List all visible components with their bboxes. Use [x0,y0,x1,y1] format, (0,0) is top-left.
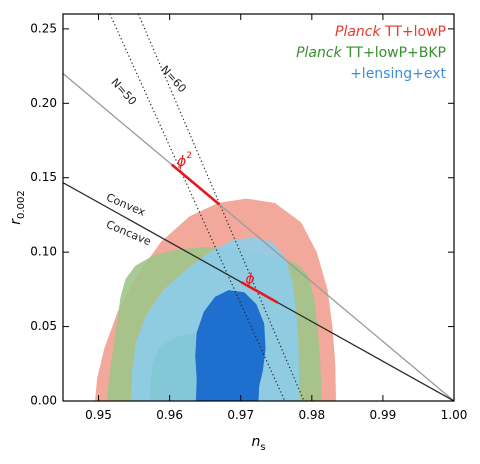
x-tick-label: 0.95 [85,408,112,422]
legend-entry-text: TT+lowP [381,24,446,40]
efold-line-1 [109,14,286,401]
y-axis-label: r0.002 [8,190,27,224]
y-tick-label: 0.15 [30,170,57,184]
x-axis-label: ns [251,434,265,453]
contour-layer [95,198,336,401]
x-axis-label-sub: s [260,442,265,453]
axes-layer: 0.95 0.96 0.97 0.98 0.99 1.00 0.00 0.05 0.10 0.15… [30,13,468,422]
efold-line-0 [137,14,305,401]
y-tick-label: 0.20 [30,96,57,110]
x-tick-label: 0.98 [298,408,325,422]
prediction-segment-4 [170,163,221,206]
plot-frame [62,13,455,402]
legend-entry: Planck TT+lowP [335,24,446,40]
annotation-2: Convex [104,191,147,219]
legend-entry: +lensing+ext [350,66,446,82]
legend-entry-text: TT+lowP+BKP [342,45,446,61]
annotation-4: ϕ2 [177,151,192,171]
x-tick-label: 1.00 [441,408,468,422]
y-axis-label-sub: 0.002 [16,190,27,219]
x-tick-label: 0.97 [227,408,254,422]
annotation-1: N=50 [108,76,139,108]
legend-entry-italic: Planck [335,24,381,40]
annotation-3: Concave [104,218,153,249]
x-tick-label: 0.99 [370,408,397,422]
y-tick-label: 0.05 [30,319,57,333]
x-tick-label: 0.96 [156,408,183,422]
annotation-5: ϕ [245,272,254,288]
line-layer [63,14,454,401]
reference-line-2 [63,73,454,401]
legend-entry-italic: Planck [296,45,342,61]
y-tick-label: 0.25 [30,21,57,35]
annotation-sup: 2 [186,151,192,161]
prediction-segment-5 [240,281,279,304]
legend-entry: Planck TT+lowP+BKP [296,45,446,61]
contour-3-level-2 [195,290,266,401]
annotation-0: N=60 [158,63,189,95]
legend-entry-text: +lensing+ext [350,66,446,82]
y-tick-label: 0.00 [30,394,57,408]
y-tick-label: 0.10 [30,245,57,259]
